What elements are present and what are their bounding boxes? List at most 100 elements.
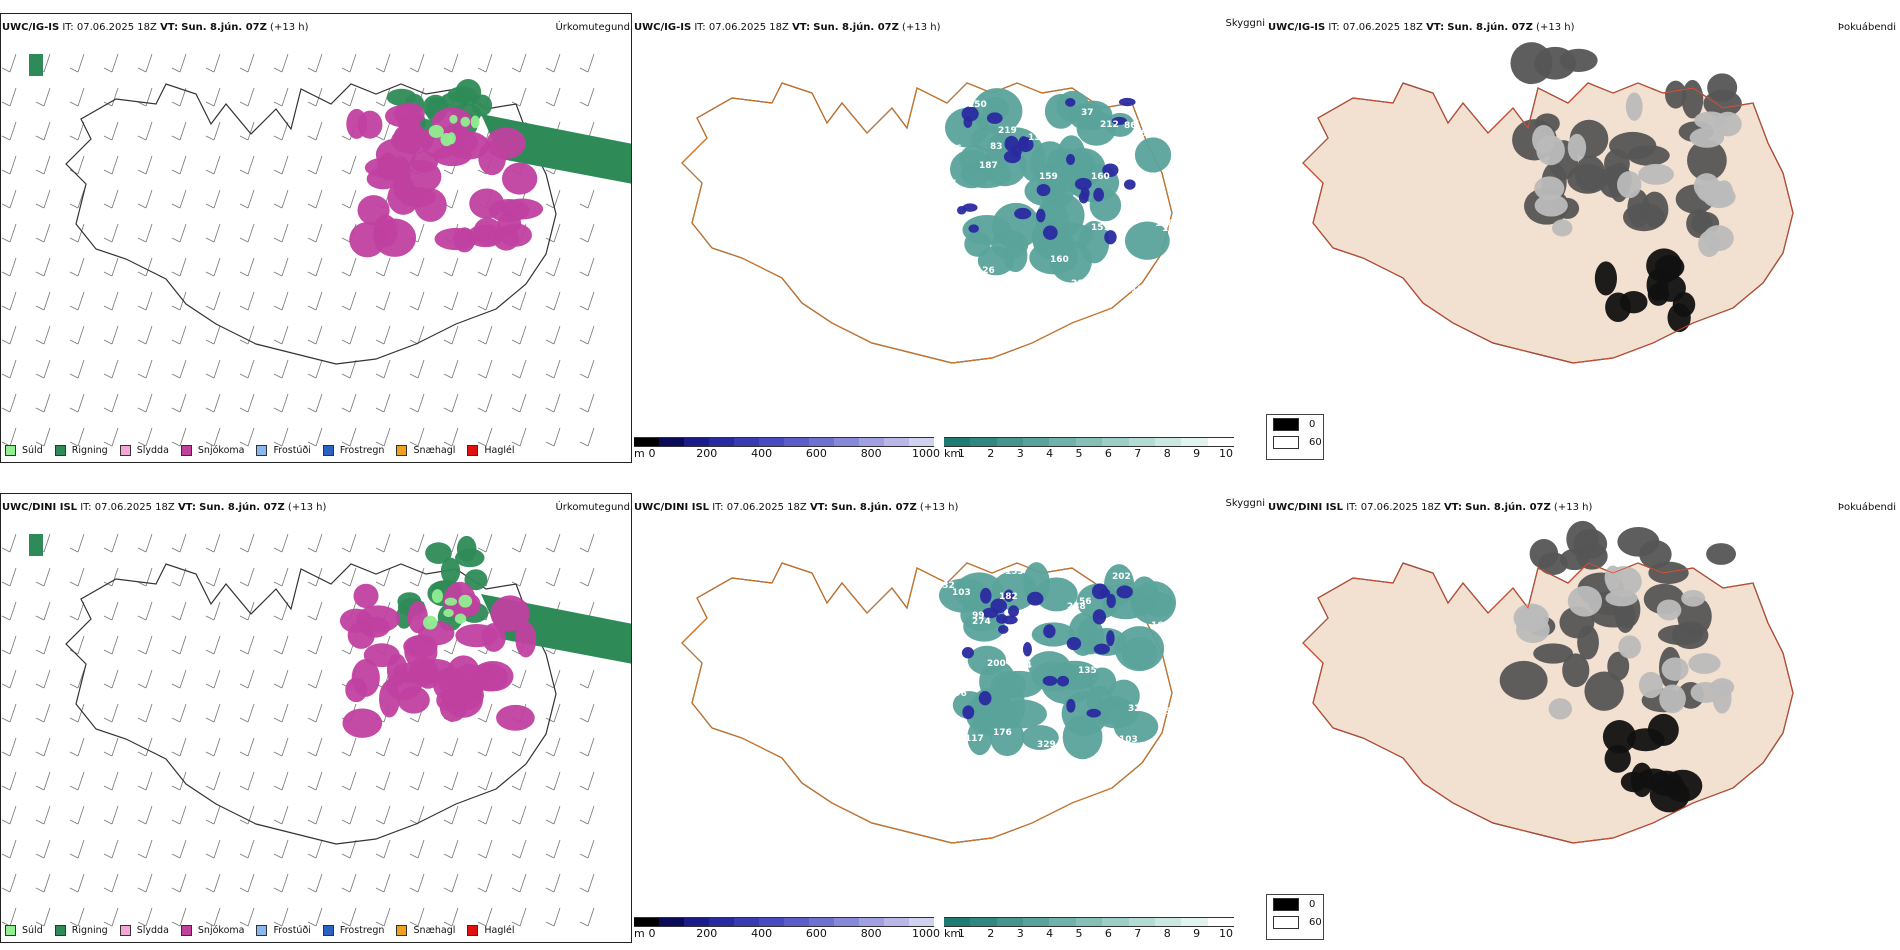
cloudbase-label: 47	[1110, 770, 1123, 780]
model-name: UWC/IG-IS	[1268, 22, 1326, 33]
colorbar-segment	[996, 917, 1024, 927]
colorbar-tick: 1000	[912, 927, 940, 940]
visibility-ticks: 1 2 3 4 5 6 7 8 9 10	[944, 447, 1234, 461]
legend-label: Snæhagl	[413, 445, 456, 456]
it-label: IT:	[712, 502, 724, 513]
fog-legend-label: 0	[1309, 898, 1316, 910]
fog-legend-row: 60	[1267, 433, 1323, 451]
fog-legend-row: 0	[1267, 895, 1323, 913]
cloudbase-label: 107	[1162, 224, 1181, 234]
colorbar-segment	[784, 917, 809, 927]
cloudbase-label: 187	[979, 161, 998, 171]
cloudbase-label: 200	[987, 659, 1006, 669]
fog-legend-swatch	[1273, 417, 1299, 431]
legend-item: Frostúði	[256, 925, 311, 936]
cloudbase-label: 133	[1005, 567, 1024, 577]
cloudbase-label: 43	[1141, 785, 1154, 795]
fog-legend-swatch	[1273, 915, 1299, 929]
visibility-unit: km	[944, 447, 962, 460]
legend-label: Frostúði	[273, 445, 311, 456]
fog-map	[1302, 520, 1794, 844]
colorbar-tick: 600	[805, 927, 827, 940]
legend-swatch	[396, 445, 408, 456]
colorbar-segment	[1154, 917, 1182, 927]
legend-swatch	[54, 445, 66, 456]
fog-panel-row1	[1268, 13, 1900, 463]
legend-swatch	[322, 445, 334, 456]
cloudbase-label: 96	[1134, 129, 1147, 139]
legend-swatch	[180, 445, 192, 456]
precip-legend: Súld Rigning Slydda Snjókoma Frostúði Frostre…	[5, 925, 527, 936]
legend-item: Slydda	[119, 445, 169, 456]
colorbar-segment	[684, 437, 709, 447]
colorbar-tick: 10	[1219, 447, 1233, 460]
colorbar-tick: 7	[1134, 927, 1142, 940]
colorbar-tick: 0	[648, 447, 656, 460]
legend-swatch	[5, 445, 16, 456]
cloudbase-label: 116	[1131, 285, 1150, 295]
legend-item: Súld	[5, 445, 43, 456]
legend-swatch	[396, 925, 408, 936]
colorbar-segment	[1023, 917, 1050, 927]
fog-legend-row: 60	[1267, 913, 1323, 931]
legend-item: Snjókoma	[180, 925, 245, 936]
cloudbase-label: 196	[948, 689, 967, 699]
colorbar-segment	[634, 437, 659, 447]
legend-swatch	[322, 925, 334, 936]
cloudbase-label: 145	[938, 179, 957, 189]
visibility-colorbar	[944, 437, 1234, 447]
colorbar-tick: 400	[751, 927, 773, 940]
it-label: IT:	[80, 502, 92, 513]
cloudbase-unit: m	[634, 927, 645, 940]
colorbar-segment	[970, 917, 997, 927]
legend-swatch	[119, 445, 131, 456]
cloudbase-label: 157	[1117, 280, 1136, 290]
cloudbase-label: 103	[1119, 735, 1138, 745]
visibility-colorbar	[944, 917, 1234, 927]
colorbar-tick: 2	[987, 447, 995, 460]
colorbar-tick: 800	[860, 447, 882, 460]
precip-type-panel-row2: Súld Rigning Slydda Snjókoma Frostúði Frostre…	[0, 493, 632, 943]
lead-time: (+13 h)	[287, 502, 327, 513]
legend-item: Snjókoma	[180, 445, 244, 456]
cloudbase-label: 154	[1013, 661, 1032, 671]
fog-legend: 0 60	[1266, 894, 1324, 940]
panel-title: Þokuábendi	[1837, 502, 1896, 513]
it-label: IT:	[1328, 22, 1340, 33]
cloudbase-label: 202	[1112, 572, 1131, 582]
visibility-ticks: 1 2 3 4 5 6 7 8 9 10	[944, 927, 1234, 941]
legend-label: Snæhagl	[413, 925, 456, 936]
legend-swatch	[467, 925, 479, 936]
panel-title: Úrkomutegund	[555, 502, 630, 513]
colorbar-tick: 200	[696, 927, 718, 940]
cloudbase-label: 182	[999, 592, 1018, 602]
cloudbase-label: 238	[1067, 602, 1086, 612]
cloudbase-label: 329	[1037, 740, 1056, 750]
colorbar-segment	[759, 917, 784, 927]
colorbar-tick: 3	[1016, 927, 1024, 940]
legend-item: Rigning	[54, 445, 108, 456]
colorbar-segment	[944, 437, 971, 447]
legend-label: Snjókoma	[197, 925, 245, 936]
colorbar-segment	[859, 917, 884, 927]
fog-map	[1302, 42, 1794, 364]
legend-label: Haglél	[484, 925, 515, 936]
vt-label: VT:	[792, 22, 811, 33]
colorbar-tick: 800	[860, 927, 882, 940]
colorbar-segment	[834, 917, 859, 927]
panel-title: Skyggni	[1225, 18, 1265, 29]
legend-item: Haglél	[467, 925, 515, 936]
row2-header: UWC/DINI ISL IT: 07.06.2025 18Z VT: Sun.…	[2, 502, 326, 513]
lead-time: (+13 h)	[902, 22, 941, 33]
colorbar-segment	[734, 917, 759, 927]
colorbar-segment	[909, 437, 934, 447]
cloudbase-label: 103	[952, 588, 971, 598]
colorbar-segment	[1128, 437, 1155, 447]
cloudbase-label: 231	[1102, 148, 1121, 158]
colorbar-segment	[1207, 437, 1234, 447]
cloudbase-label: 86	[1124, 121, 1137, 131]
colorbar-segment	[859, 437, 884, 447]
colorbar-tick: 5	[1075, 447, 1083, 460]
colorbar-tick: 1000	[912, 447, 940, 460]
cloudbase-label: 324	[1128, 704, 1147, 714]
